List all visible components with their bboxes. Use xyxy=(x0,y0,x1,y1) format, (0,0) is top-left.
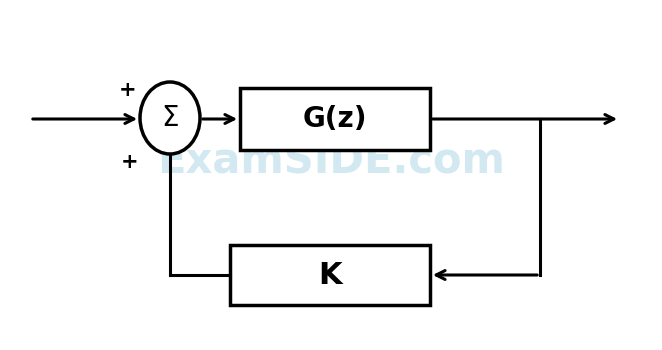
Ellipse shape xyxy=(140,82,200,154)
Bar xyxy=(240,88,430,150)
Text: +: + xyxy=(121,152,139,172)
Text: $\Sigma$: $\Sigma$ xyxy=(161,104,179,132)
Bar xyxy=(230,245,430,305)
Text: G(z): G(z) xyxy=(303,105,367,133)
Text: +: + xyxy=(119,80,137,100)
Text: K: K xyxy=(318,260,342,289)
Text: ExamSIDE.com: ExamSIDE.com xyxy=(157,140,505,182)
